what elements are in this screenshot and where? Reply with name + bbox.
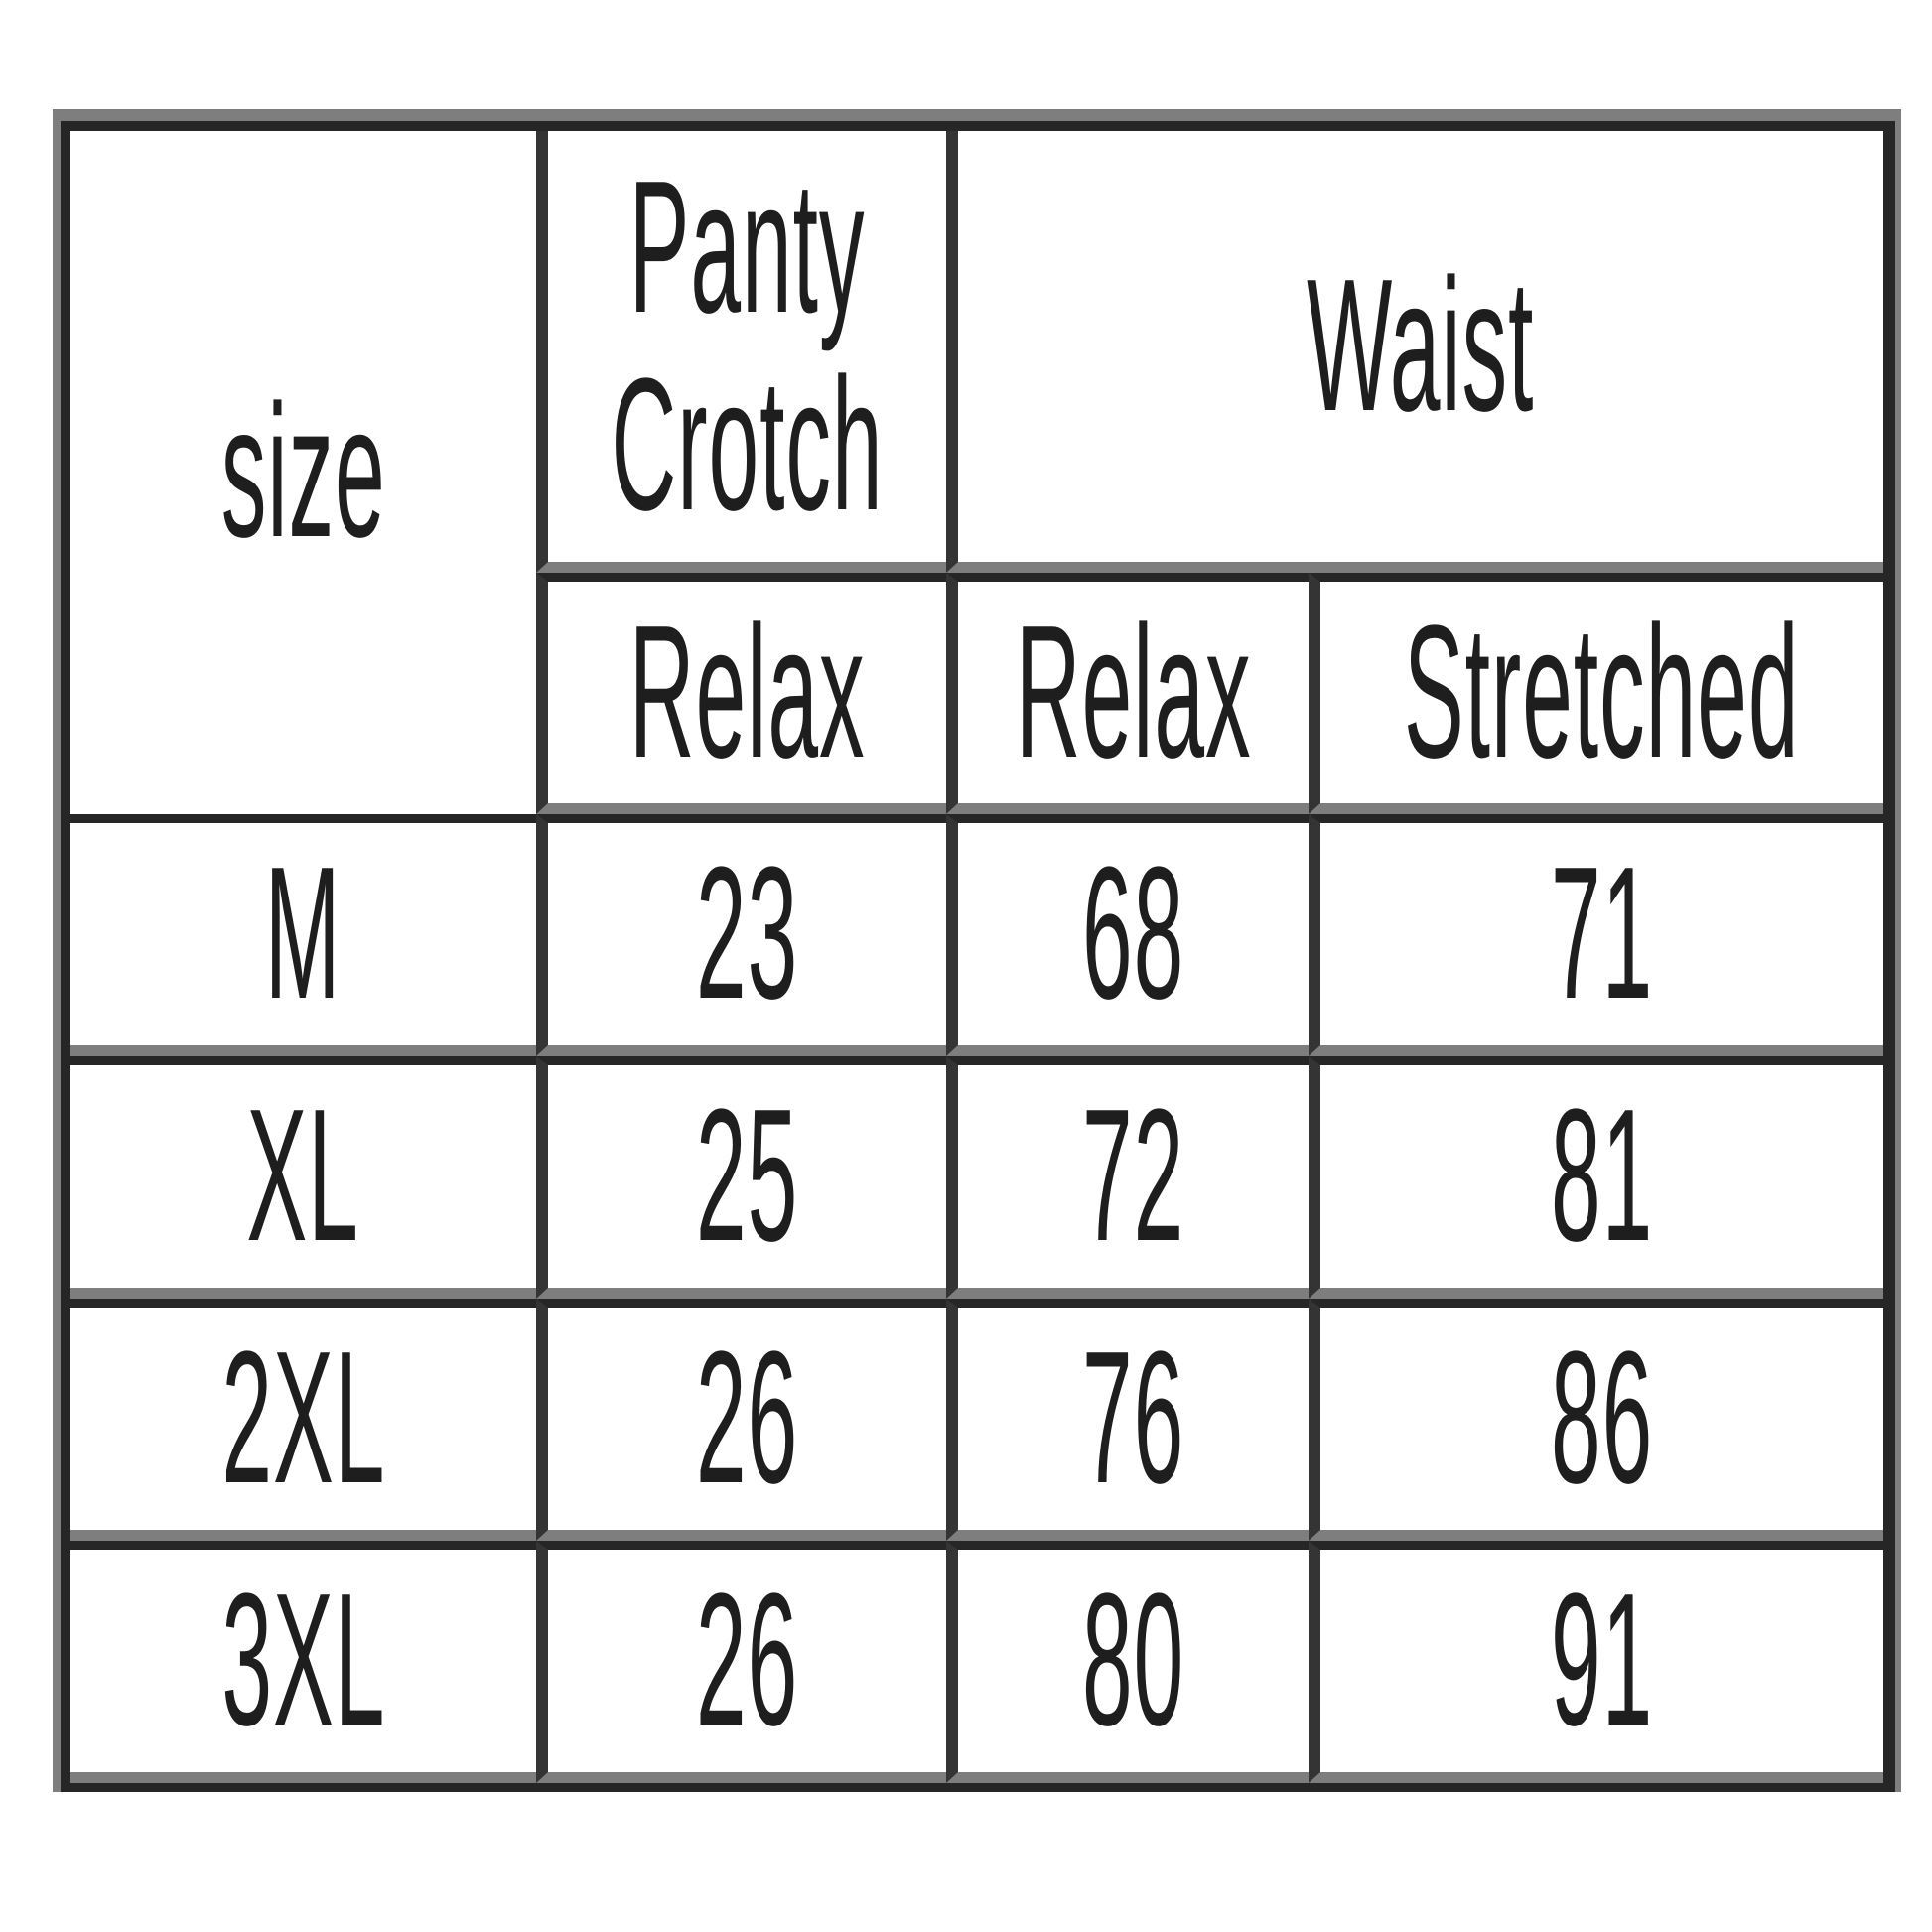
size-value: 3XL (220, 1555, 386, 1766)
size-value: M (265, 828, 342, 1039)
subheader-panty-relax-label: Relax (628, 586, 866, 797)
panty-crotch-relax-value: 25 (695, 1070, 799, 1282)
cell-waist-relax: 80 (946, 1541, 1309, 1783)
header-row-2: Relax Relax Stretched (70, 573, 1884, 814)
header-size-label: size (220, 366, 386, 578)
panty-crotch-relax-value: 26 (695, 1312, 799, 1524)
cell-panty-crotch-relax: 26 (536, 1541, 946, 1783)
header-row-1: size Panty Crotch Waist (70, 131, 1884, 573)
waist-stretched-value: 86 (1550, 1312, 1654, 1524)
cell-size: XL (70, 1056, 536, 1299)
cell-waist-stretched: 86 (1309, 1299, 1884, 1541)
waist-relax-value: 68 (1081, 828, 1185, 1039)
subheader-waist-relax-label: Relax (1015, 586, 1252, 797)
cell-size: 3XL (70, 1541, 536, 1783)
waist-relax-value: 72 (1081, 1070, 1185, 1282)
header-waist-label: Waist (1307, 240, 1535, 452)
size-chart-frame: size Panty Crotch Waist Relax Relax Stre… (53, 109, 1901, 1792)
subheader-cell-waist-relax: Relax (946, 573, 1309, 814)
waist-relax-value: 76 (1081, 1312, 1185, 1524)
cell-panty-crotch-relax: 25 (536, 1056, 946, 1299)
size-chart-table: size Panty Crotch Waist Relax Relax Stre… (61, 121, 1896, 1792)
cell-waist-stretched: 91 (1309, 1541, 1884, 1783)
table-row-3xl: 3XL 26 80 91 (70, 1541, 1884, 1783)
cell-panty-crotch-relax: 23 (536, 814, 946, 1056)
waist-stretched-value: 81 (1550, 1070, 1654, 1282)
table-row-xl: XL 25 72 81 (70, 1056, 1884, 1299)
waist-stretched-value: 71 (1550, 828, 1654, 1039)
size-value: 2XL (220, 1312, 386, 1524)
subheader-cell-waist-stretched: Stretched (1309, 573, 1884, 814)
cell-panty-crotch-relax: 26 (536, 1299, 946, 1541)
table-row-m: M 23 68 71 (70, 814, 1884, 1056)
cell-waist-relax: 72 (946, 1056, 1309, 1299)
cell-waist-relax: 76 (946, 1299, 1309, 1541)
panty-crotch-relax-value: 23 (695, 828, 799, 1039)
cell-size: 2XL (70, 1299, 536, 1541)
waist-stretched-value: 91 (1550, 1555, 1654, 1766)
table-row-2xl: 2XL 26 76 86 (70, 1299, 1884, 1541)
subheader-cell-panty-relax: Relax (536, 573, 946, 814)
header-panty-crotch-label: Panty Crotch (611, 141, 884, 550)
cell-waist-stretched: 81 (1309, 1056, 1884, 1299)
cell-waist-relax: 68 (946, 814, 1309, 1056)
waist-relax-value: 80 (1081, 1555, 1185, 1766)
subheader-waist-stretched-label: Stretched (1404, 586, 1800, 797)
panty-crotch-relax-value: 26 (695, 1555, 799, 1766)
cell-waist-stretched: 71 (1309, 814, 1884, 1056)
header-cell-panty-crotch: Panty Crotch (536, 131, 946, 573)
size-value: XL (246, 1070, 360, 1282)
header-cell-waist: Waist (946, 131, 1884, 573)
header-cell-size: size (70, 131, 536, 814)
cell-size: M (70, 814, 536, 1056)
